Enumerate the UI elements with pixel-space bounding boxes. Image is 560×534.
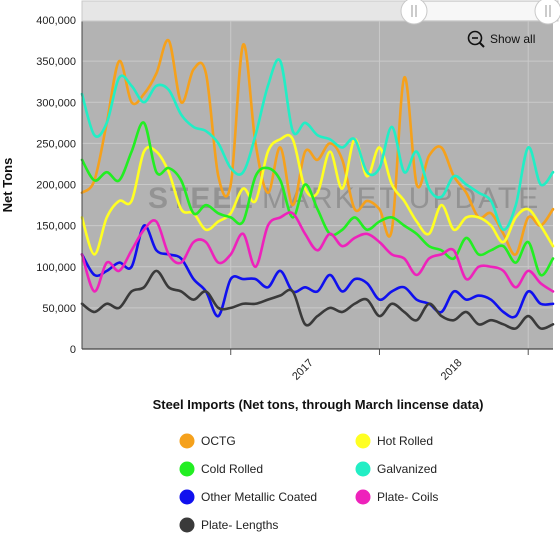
legend: OCTG Hot Rolled Cold Rolled Galvanized Other… <box>179 433 439 533</box>
y-tick-label: 400,000 <box>36 15 76 27</box>
show-all-label[interactable]: Show all <box>490 32 535 46</box>
show-all-button[interactable]: Show all <box>467 30 536 48</box>
y-axis-title: Net Tons <box>0 158 15 213</box>
y-tick-label: 200,000 <box>36 180 76 192</box>
x-tick-label: 2018 <box>439 357 465 383</box>
y-tick-label: 100,000 <box>36 262 76 274</box>
y-tick-label: 300,000 <box>36 97 76 109</box>
legend-marker <box>179 517 195 533</box>
legend-marker <box>355 489 371 505</box>
scrollbar-thumb-shadow <box>416 2 556 20</box>
legend-label: Galvanized <box>377 462 437 476</box>
series-lines <box>80 38 555 331</box>
series-line-plate-coils[interactable] <box>80 211 555 293</box>
legend-item[interactable]: Hot Rolled <box>355 433 434 449</box>
legend-marker <box>179 489 195 505</box>
legend-marker <box>179 461 195 477</box>
zoom-scrollbar[interactable] <box>81 0 560 25</box>
series-line-other-metallic-coated[interactable] <box>80 224 555 319</box>
legend-item[interactable]: Plate- Coils <box>355 489 439 505</box>
legend-label: Other Metallic Coated <box>201 490 317 504</box>
series-line-octg[interactable] <box>80 38 555 256</box>
legend-item[interactable]: Galvanized <box>355 461 438 477</box>
series-line-hot-rolled[interactable] <box>80 133 555 256</box>
series-line-cold-rolled[interactable] <box>80 121 555 277</box>
zoom-out-icon[interactable] <box>467 30 483 46</box>
legend-item[interactable]: Plate- Lengths <box>179 517 279 533</box>
legend-label: Cold Rolled <box>201 462 263 476</box>
y-tick-label: 350,000 <box>36 56 76 68</box>
scrollbar-right-handle[interactable] <box>534 0 560 25</box>
legend-label: OCTG <box>201 434 236 448</box>
series-line-plate-lengths[interactable] <box>80 269 555 331</box>
legend-marker <box>355 433 371 449</box>
y-tick-label: 50,000 <box>42 303 76 315</box>
legend-label: Hot Rolled <box>377 434 433 448</box>
legend-item[interactable]: Cold Rolled <box>179 461 264 477</box>
legend-item[interactable]: Other Metallic Coated <box>179 489 318 505</box>
series-line-galvanized[interactable] <box>80 58 555 232</box>
legend-label: Plate- Coils <box>377 490 438 504</box>
legend-item[interactable]: OCTG <box>179 433 236 449</box>
y-tick-label: 150,000 <box>36 221 76 233</box>
y-tick-label: 250,000 <box>36 138 76 150</box>
legend-marker <box>179 433 195 449</box>
x-tick-label: 2017 <box>290 357 316 383</box>
zoom-out-icon-handle <box>479 42 485 48</box>
y-tick-label: 0 <box>70 344 76 356</box>
scrollbar-left-handle[interactable] <box>400 0 428 25</box>
legend-marker <box>355 461 371 477</box>
x-axis-title: Steel Imports (Net tons, through March l… <box>153 397 484 412</box>
legend-label: Plate- Lengths <box>201 518 278 532</box>
